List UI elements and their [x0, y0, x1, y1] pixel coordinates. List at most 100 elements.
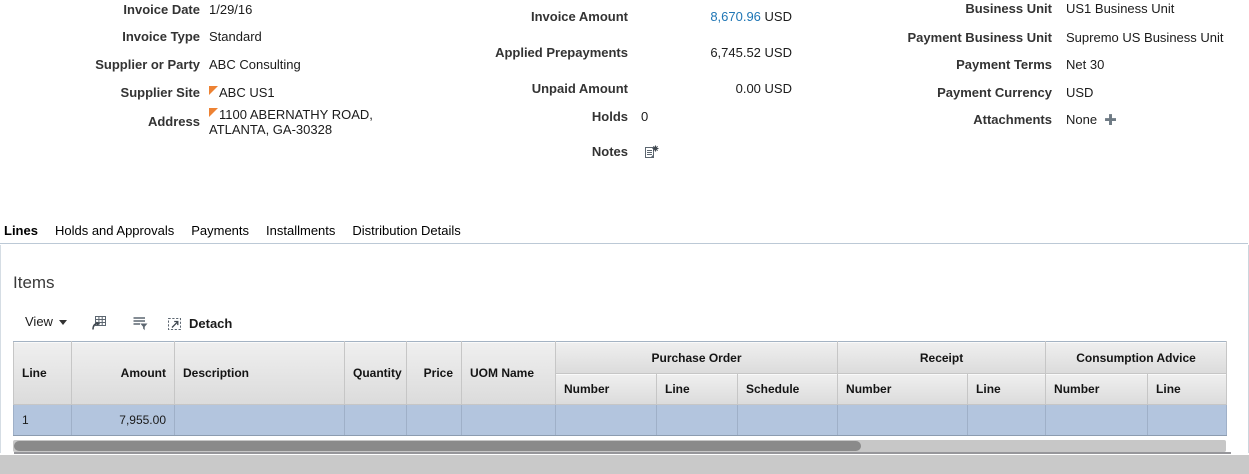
bottom-region-strip — [0, 455, 1249, 474]
invoice-date-value: 1/29/16 — [209, 2, 253, 17]
cell-po-line — [656, 404, 738, 436]
invoice-type-label: Invoice Type — [122, 29, 200, 44]
col-header-po-number[interactable]: Number — [555, 373, 657, 405]
business-unit-label: Business Unit — [965, 1, 1052, 16]
field-attachments: Attachments None ✚ — [0, 112, 1249, 129]
field-supplier-or-party: Supplier or Party ABC Consulting — [0, 57, 1249, 73]
holds-value: 0 — [641, 109, 649, 124]
field-invoice-type: Invoice Type Standard — [0, 29, 1249, 45]
notes-label: Notes — [591, 144, 628, 159]
payment-terms-label: Payment Terms — [956, 57, 1052, 72]
cell-po-schedule — [736, 404, 839, 436]
payment-business-unit-label: Payment Business Unit — [907, 30, 1053, 45]
invoice-amount-currency: USD — [764, 9, 792, 24]
attachments-value: None ✚ — [1066, 112, 1117, 129]
group-header-purchase-order: Purchase Order — [554, 340, 839, 375]
field-holds: Holds 0 — [0, 109, 1249, 125]
applied-prepayments-label: Applied Prepayments — [495, 45, 628, 60]
create-note-icon[interactable] — [643, 144, 659, 160]
tab-distribution-details[interactable]: Distribution Details — [352, 222, 461, 238]
add-attachment-icon[interactable]: ✚ — [1104, 112, 1117, 129]
col-header-uom-name[interactable]: UOM Name — [461, 341, 556, 405]
view-menu-label: View — [25, 314, 53, 329]
chevron-down-icon — [58, 320, 67, 325]
field-business-unit: Business Unit US1 Business Unit — [0, 1, 1249, 17]
address-value: 1100 ABERNATHY ROAD, ATLANTA, GA-30328 — [209, 107, 373, 137]
col-header-receipt-number[interactable]: Number — [837, 373, 969, 405]
applied-prepayments-value: 6,745.52 USD — [710, 45, 792, 60]
cell-po-number — [555, 404, 657, 436]
payment-business-unit-value: Supremo US Business Unit — [1066, 30, 1224, 45]
col-header-line[interactable]: Line — [13, 341, 72, 405]
field-payment-currency: Payment Currency USD — [0, 85, 1249, 101]
attachments-label: Attachments — [973, 112, 1052, 127]
col-header-receipt-line[interactable]: Line — [967, 373, 1047, 405]
invoice-amount-label: Invoice Amount — [530, 9, 628, 24]
supplier-site-value: ABC US1 — [209, 85, 275, 101]
col-header-po-line[interactable]: Line — [656, 373, 738, 405]
field-payment-terms: Payment Terms Net 30 — [0, 57, 1249, 73]
bottom-separator — [14, 452, 1231, 454]
supplier-or-party-label: Supplier or Party — [95, 57, 200, 72]
detach-label: Detach — [189, 315, 233, 331]
tab-lines[interactable]: Lines — [0, 222, 45, 252]
field-payment-business-unit: Payment Business Unit Supremo US Busines… — [0, 30, 1249, 46]
view-menu-button[interactable]: View — [25, 314, 67, 329]
horizontal-scrollbar[interactable] — [13, 440, 1226, 452]
payment-terms-value: Net 30 — [1066, 57, 1105, 72]
invoice-date-label: Invoice Date — [123, 2, 200, 17]
cell-price — [406, 404, 462, 436]
invoice-amount-link[interactable]: 8,670.96 — [710, 9, 761, 24]
region-tab-bar: Lines Holds and Approvals Payments Insta… — [0, 217, 1248, 252]
cell-receipt-line — [967, 404, 1047, 436]
col-header-price[interactable]: Price — [406, 341, 462, 405]
payment-currency-value: USD — [1066, 85, 1094, 100]
group-header-receipt: Receipt — [837, 340, 1047, 375]
col-header-quantity[interactable]: Quantity — [344, 341, 407, 405]
changed-indicator-icon — [209, 86, 218, 95]
query-by-example-button[interactable] — [132, 315, 148, 331]
tab-installments[interactable]: Installments — [266, 222, 336, 238]
horizontal-scrollbar-thumb[interactable] — [14, 441, 861, 451]
col-header-ca-number[interactable]: Number — [1045, 373, 1149, 405]
table-row-selected[interactable]: 1 7,955.00 — [13, 404, 1228, 436]
invoice-type-value: Standard — [209, 29, 262, 44]
field-address: Address 1100 ABERNATHY ROAD, ATLANTA, GA… — [0, 107, 1249, 137]
notes-value — [643, 144, 659, 160]
group-header-consumption-advice: Consumption Advice — [1045, 340, 1228, 375]
cell-receipt-number — [837, 404, 969, 436]
supplier-site-label: Supplier Site — [120, 85, 200, 100]
export-to-excel-icon — [92, 316, 106, 330]
unpaid-amount-label: Unpaid Amount — [531, 81, 628, 96]
field-unpaid-amount: Unpaid Amount 0.00 USD — [0, 81, 1249, 97]
col-header-amount[interactable]: Amount — [71, 341, 175, 405]
field-invoice-amount: Invoice Amount 8,670.96 USD — [0, 9, 1249, 25]
field-supplier-site: Supplier Site ABC US1 — [0, 85, 1249, 101]
col-header-po-schedule[interactable]: Schedule — [736, 373, 839, 405]
filter-icon — [133, 317, 148, 331]
export-to-excel-button[interactable] — [91, 315, 107, 331]
business-unit-value: US1 Business Unit — [1066, 1, 1175, 16]
col-header-ca-line[interactable]: Line — [1147, 373, 1228, 405]
unpaid-amount-value: 0.00 USD — [735, 81, 792, 96]
holds-label: Holds — [591, 109, 628, 124]
invoice-amount-value: 8,670.96 USD — [641, 9, 792, 25]
cell-amount: 7,955.00 — [71, 404, 175, 436]
supplier-or-party-value: ABC Consulting — [209, 57, 301, 72]
cell-quantity — [344, 404, 407, 436]
items-table: Line Amount Description Quantity Price U… — [13, 340, 1228, 436]
cell-ca-line — [1147, 404, 1228, 436]
address-label: Address — [147, 114, 200, 129]
items-table-wrapper: Line Amount Description Quantity Price U… — [13, 340, 1228, 436]
detach-button[interactable]: Detach — [167, 315, 232, 331]
field-invoice-date: Invoice Date 1/29/16 — [0, 2, 1249, 18]
cell-description — [174, 404, 345, 436]
detach-icon — [168, 318, 181, 330]
tab-holds-and-approvals[interactable]: Holds and Approvals — [54, 222, 175, 238]
payment-currency-label: Payment Currency — [937, 85, 1052, 100]
col-header-description[interactable]: Description — [174, 341, 345, 405]
items-title: Items — [13, 273, 55, 292]
items-panel: Items View Detach — [0, 245, 1249, 453]
tab-payments[interactable]: Payments — [191, 222, 250, 238]
